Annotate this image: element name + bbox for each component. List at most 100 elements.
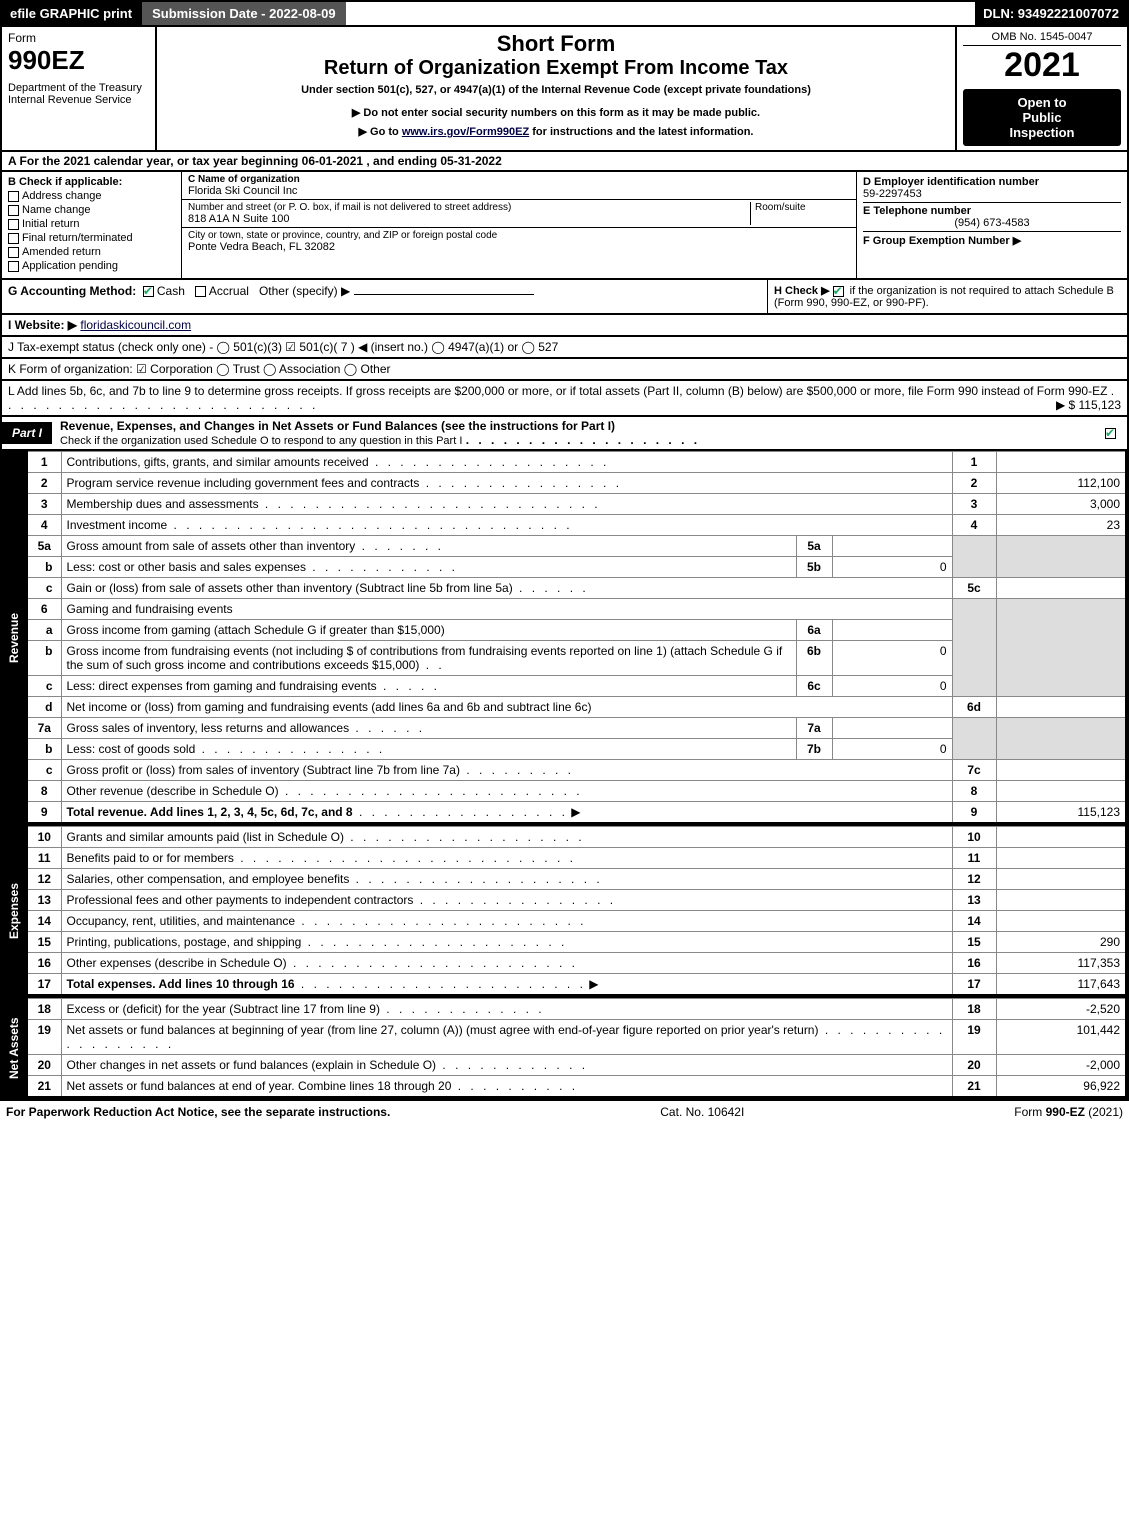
line-17: 17Total expenses. Add lines 10 through 1… (27, 974, 1126, 996)
goto-note: ▶ Go to www.irs.gov/Form990EZ for instru… (163, 125, 949, 138)
check-name-change[interactable]: Name change (8, 204, 175, 216)
line-1: 1Contributions, gifts, grants, and simil… (27, 452, 1126, 473)
goto-prefix: ▶ Go to (359, 126, 402, 138)
section-c: C Name of organization Florida Ski Counc… (182, 172, 857, 278)
row-l-text: L Add lines 5b, 6c, and 7b to line 9 to … (8, 384, 1107, 398)
open-line2: Public (967, 110, 1117, 125)
other-specify-label: Other (specify) ▶ (259, 284, 350, 298)
header-left: Form 990EZ Department of the Treasury In… (2, 27, 157, 150)
check-accrual[interactable] (195, 286, 206, 297)
check-application-pending[interactable]: Application pending (8, 260, 175, 272)
part1-label: Part I (2, 422, 52, 444)
line-4: 4Investment income . . . . . . . . . . .… (27, 515, 1126, 536)
row-a-taxyear: A For the 2021 calendar year, or tax yea… (0, 152, 1129, 172)
row-i-website: I Website: ▶ floridaskicouncil.com (0, 315, 1129, 337)
expenses-section: Expenses 10Grants and similar amounts pa… (0, 826, 1129, 998)
ssn-warning: ▶ Do not enter social security numbers o… (163, 106, 949, 119)
line-12: 12Salaries, other compensation, and empl… (27, 869, 1126, 890)
footer-left: For Paperwork Reduction Act Notice, see … (6, 1105, 390, 1119)
form-word: Form (8, 31, 149, 45)
group-exemption-label: F Group Exemption Number ▶ (863, 234, 1121, 247)
line-18: 18Excess or (deficit) for the year (Subt… (27, 999, 1126, 1020)
form-number: 990EZ (8, 45, 149, 76)
under-section-text: Under section 501(c), 527, or 4947(a)(1)… (163, 84, 949, 96)
netassets-table: 18Excess or (deficit) for the year (Subt… (26, 998, 1127, 1098)
check-cash[interactable] (143, 286, 154, 297)
part1-title: Revenue, Expenses, and Changes in Net As… (52, 417, 1097, 449)
line-9: 9Total revenue. Add lines 1, 2, 3, 4, 5c… (27, 802, 1126, 824)
accrual-label: Accrual (209, 284, 249, 298)
line-11: 11Benefits paid to or for members . . . … (27, 848, 1126, 869)
omb-number: OMB No. 1545-0047 (963, 31, 1121, 46)
line-6d: dNet income or (loss) from gaming and fu… (27, 697, 1126, 718)
irs-link[interactable]: www.irs.gov/Form990EZ (402, 126, 529, 138)
room-suite-label: Room/suite (750, 202, 850, 225)
row-l-gross-receipts: L Add lines 5b, 6c, and 7b to line 9 to … (0, 381, 1129, 417)
part1-bar: Part I Revenue, Expenses, and Changes in… (0, 417, 1129, 451)
footer-mid: Cat. No. 10642I (660, 1105, 744, 1119)
tax-year: 2021 (963, 46, 1121, 85)
section-b: B Check if applicable: Address change Na… (2, 172, 182, 278)
dept-treasury: Department of the Treasury (8, 82, 149, 94)
check-initial-return[interactable]: Initial return (8, 218, 175, 230)
website-label: I Website: ▶ (8, 318, 77, 332)
line-8: 8Other revenue (describe in Schedule O) … (27, 781, 1126, 802)
check-amended-return[interactable]: Amended return (8, 246, 175, 258)
org-name-value: Florida Ski Council Inc (188, 185, 850, 197)
city-row: City or town, state or province, country… (182, 228, 856, 255)
section-b-title: B Check if applicable: (8, 176, 175, 188)
header-center: Short Form Return of Organization Exempt… (157, 27, 957, 150)
open-line1: Open to (967, 95, 1117, 110)
return-title: Return of Organization Exempt From Incom… (163, 57, 949, 80)
row-j-tax-exempt: J Tax-exempt status (check only one) - ◯… (0, 337, 1129, 359)
accounting-method-label: G Accounting Method: (8, 284, 136, 298)
line-6: 6Gaming and fundraising events (27, 599, 1126, 620)
dots: . . . . . . . . . . . . . . . . . . . (466, 433, 700, 447)
section-bcdef: B Check if applicable: Address change Na… (0, 172, 1129, 280)
line-16: 16Other expenses (describe in Schedule O… (27, 953, 1126, 974)
revenue-side-label: Revenue (2, 451, 26, 824)
ein-label: D Employer identification number (863, 176, 1121, 188)
city-label: City or town, state or province, country… (188, 230, 850, 241)
netassets-section: Net Assets 18Excess or (deficit) for the… (0, 998, 1129, 1100)
part1-subtitle: Check if the organization used Schedule … (60, 435, 462, 447)
section-def: D Employer identification number 59-2297… (857, 172, 1127, 278)
website-link[interactable]: floridaskicouncil.com (80, 318, 191, 332)
row-g: G Accounting Method: Cash Accrual Other … (2, 280, 767, 313)
open-inspection-box: Open to Public Inspection (963, 89, 1121, 146)
h-label: H Check ▶ (774, 285, 830, 297)
row-k-form-org: K Form of organization: ☑ Corporation ◯ … (0, 359, 1129, 381)
short-form-title: Short Form (163, 31, 949, 57)
top-bar: efile GRAPHIC print Submission Date - 20… (0, 0, 1129, 27)
other-specify-line (354, 294, 534, 295)
row-h: H Check ▶ if the organization is not req… (767, 280, 1127, 313)
efile-label[interactable]: efile GRAPHIC print (2, 2, 140, 25)
line-5c: cGain or (loss) from sale of assets othe… (27, 578, 1126, 599)
check-h[interactable] (833, 286, 844, 297)
org-name-row: C Name of organization Florida Ski Counc… (182, 172, 856, 200)
line-7c: cGross profit or (loss) from sales of in… (27, 760, 1126, 781)
street-label: Number and street (or P. O. box, if mail… (188, 202, 750, 213)
header-right: OMB No. 1545-0047 2021 Open to Public In… (957, 27, 1127, 150)
check-address-change[interactable]: Address change (8, 190, 175, 202)
line-2: 2Program service revenue including gover… (27, 473, 1126, 494)
irs-label: Internal Revenue Service (8, 94, 149, 106)
footer-right: Form 990-EZ (2021) (1014, 1105, 1123, 1119)
line-5a: 5aGross amount from sale of assets other… (27, 536, 1126, 557)
line-15: 15Printing, publications, postage, and s… (27, 932, 1126, 953)
tel-value: (954) 673-4583 (863, 217, 1121, 229)
netassets-side-label: Net Assets (2, 998, 26, 1098)
city-value: Ponte Vedra Beach, FL 32082 (188, 241, 850, 253)
line-19: 19Net assets or fund balances at beginni… (27, 1020, 1126, 1055)
check-schedule-o[interactable] (1105, 428, 1116, 439)
row-l-amount: ▶ $ 115,123 (1056, 398, 1121, 412)
revenue-table: 1Contributions, gifts, grants, and simil… (26, 451, 1127, 824)
row-g-h: G Accounting Method: Cash Accrual Other … (0, 280, 1129, 315)
tel-label: E Telephone number (863, 205, 1121, 217)
line-7a: 7aGross sales of inventory, less returns… (27, 718, 1126, 739)
cash-label: Cash (157, 284, 185, 298)
line-20: 20Other changes in net assets or fund ba… (27, 1055, 1126, 1076)
form-header: Form 990EZ Department of the Treasury In… (0, 27, 1129, 152)
check-final-return[interactable]: Final return/terminated (8, 232, 175, 244)
goto-suffix: for instructions and the latest informat… (529, 126, 753, 138)
